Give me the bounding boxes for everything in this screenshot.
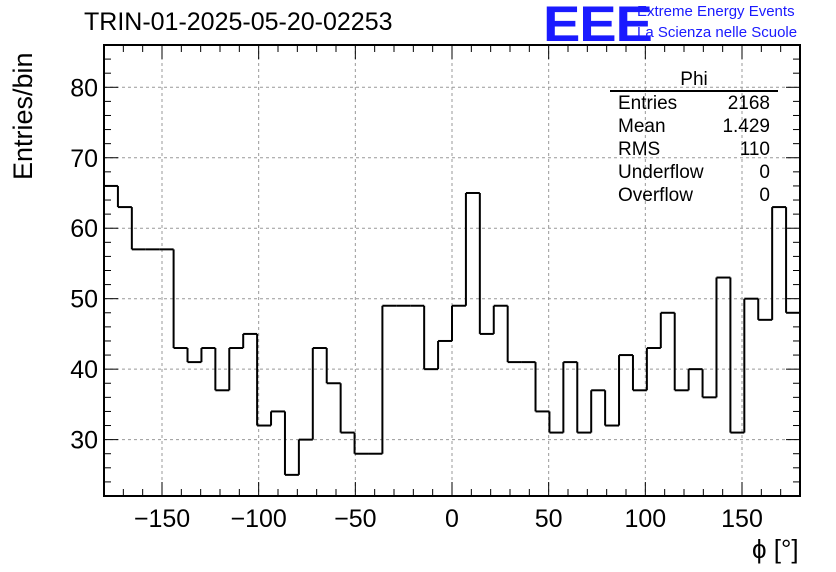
y-tick-label: 40 bbox=[70, 356, 98, 384]
stats-row-underflow: Underflow 0 bbox=[610, 161, 778, 184]
logo-text-line2: La Scienza nelle Scuole bbox=[637, 24, 798, 41]
y-tick-label: 60 bbox=[70, 215, 98, 243]
y-tick-label: 70 bbox=[70, 145, 98, 173]
stats-label: Overflow bbox=[618, 185, 693, 206]
stats-box: Phi Entries 2168 Mean 1.429 RMS 110 Unde… bbox=[610, 70, 778, 207]
stats-row-entries: Entries 2168 bbox=[610, 92, 778, 115]
stats-value: 1.429 bbox=[722, 116, 770, 137]
stats-value: 0 bbox=[759, 185, 770, 206]
y-axis-label: Entries/bin bbox=[8, 52, 38, 180]
x-tick-label: −100 bbox=[231, 505, 287, 533]
stats-row-mean: Mean 1.429 bbox=[610, 115, 778, 138]
x-axis-label: ϕ [°] bbox=[752, 534, 799, 564]
histogram-series bbox=[104, 184, 800, 476]
stats-label: Mean bbox=[618, 116, 666, 137]
axes bbox=[103, 44, 801, 497]
tick-labels: −150 −100 −50 0 50 100 150 30 40 50 60 70 80 bbox=[70, 74, 763, 533]
x-tick-label: −150 bbox=[134, 505, 190, 533]
x-tick-label: −50 bbox=[334, 505, 376, 533]
chart-title: TRIN-01-2025-05-20-02253 bbox=[84, 8, 393, 36]
logo-text-line1: Extreme Energy Events bbox=[637, 3, 795, 20]
stats-row-rms: RMS 110 bbox=[610, 138, 778, 161]
grid bbox=[104, 45, 800, 496]
x-tick-label: 150 bbox=[721, 505, 763, 533]
y-tick-label: 30 bbox=[70, 427, 98, 455]
stats-label: Entries bbox=[618, 93, 678, 114]
eee-logo: EEE bbox=[543, 0, 653, 52]
stats-title: Phi bbox=[610, 70, 778, 92]
stats-label: Underflow bbox=[618, 162, 704, 183]
y-tick-label: 80 bbox=[70, 74, 98, 102]
stats-value: 110 bbox=[739, 139, 770, 160]
x-tick-label: 50 bbox=[535, 505, 563, 533]
y-tick-label: 50 bbox=[70, 286, 98, 314]
stats-value: 2168 bbox=[727, 93, 770, 114]
stats-label: RMS bbox=[618, 139, 661, 160]
stats-value: 0 bbox=[759, 162, 770, 183]
stats-row-overflow: Overflow 0 bbox=[610, 184, 778, 207]
x-tick-label: 0 bbox=[445, 505, 459, 533]
x-tick-label: 100 bbox=[624, 505, 666, 533]
